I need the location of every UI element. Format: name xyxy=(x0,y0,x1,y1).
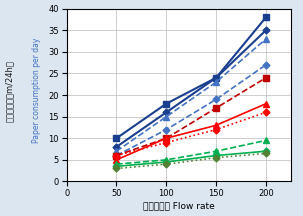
X-axis label: 流量（％） Flow rate: 流量（％） Flow rate xyxy=(143,201,215,210)
Text: 濻紙使用量（m/24h）: 濻紙使用量（m/24h） xyxy=(5,60,14,122)
Text: Paper consumption per day: Paper consumption per day xyxy=(32,38,41,143)
